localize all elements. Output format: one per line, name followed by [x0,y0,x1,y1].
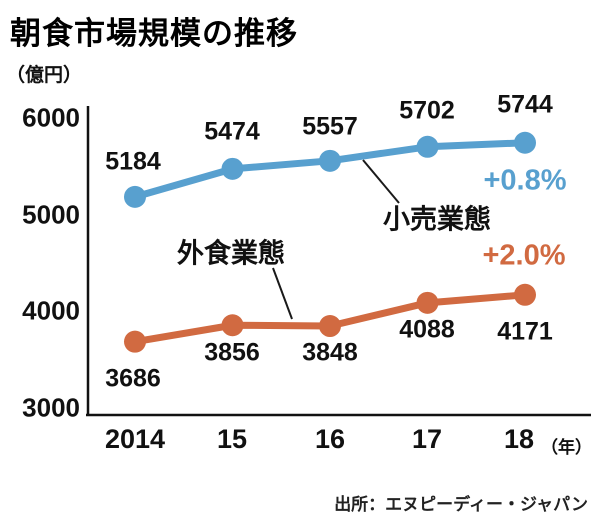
data-point [416,291,439,314]
change-label-retail: +0.8% [483,164,567,197]
value-label-retail-16: 5557 [302,112,358,141]
y-tick-6000: 6000 [22,102,80,133]
x-tick-2014: 2014 [104,424,166,454]
data-point [221,314,244,337]
value-label-foodservice-17: 4088 [399,315,455,344]
foodservice-leader-line [272,267,293,320]
data-point [514,283,536,306]
value-label-retail-2014: 5184 [105,147,161,176]
y-axis-unit-label: （億円） [6,65,83,86]
x-tick-17: 17 [411,424,443,454]
x-tick-16: 16 [314,424,346,454]
data-point [221,157,244,180]
series-label-retail: 小売業態 [383,204,491,235]
value-label-foodservice-16: 3848 [302,338,358,367]
data-point [416,135,439,158]
data-point [124,330,146,353]
x-tick-18: 18 [503,424,535,454]
value-label-retail-18: 5744 [497,90,553,119]
y-tick-5000: 5000 [22,199,80,230]
chart-title: 朝食市場規模の推移 [10,16,298,51]
data-point [319,149,341,172]
y-tick-3000: 3000 [22,392,80,423]
data-point [514,131,536,154]
data-point [319,315,341,338]
value-label-foodservice-18: 4171 [497,317,553,346]
value-label-retail-17: 5702 [399,96,455,125]
retail-leader-line [362,159,400,204]
change-label-foodservice: +2.0% [482,239,566,272]
data-point [124,185,146,208]
value-label-foodservice-2014: 3686 [105,364,161,393]
value-label-retail-15: 5474 [204,117,260,146]
x-tick-15: 15 [216,424,248,454]
value-label-foodservice-15: 3856 [204,338,260,367]
series-label-foodservice: 外食業態 [177,238,285,269]
x-axis-unit-label: （年） [541,438,592,457]
y-tick-4000: 4000 [22,295,80,326]
source-attribution: 出所：エヌピーディー・ジャパン [334,495,588,514]
